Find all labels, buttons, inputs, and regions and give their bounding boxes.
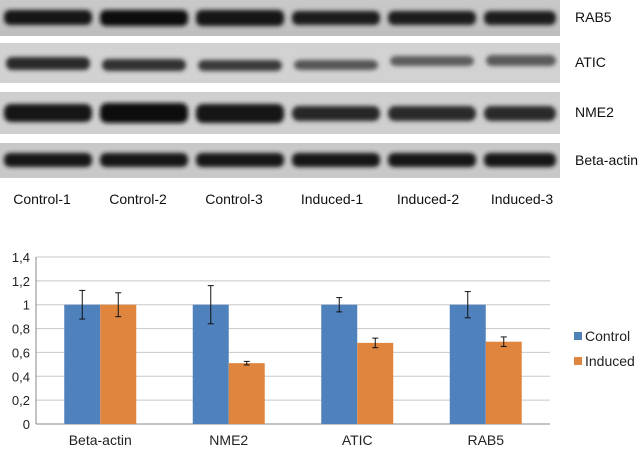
bar-control: [192, 304, 229, 424]
blot-label-beta-actin: Beta-actin: [575, 152, 639, 168]
lane-label-control-2: Control-2: [109, 191, 167, 207]
x-axis-ticks: Beta-actin NME2 ATIC RAB5: [69, 432, 505, 448]
bar-chart: 0 0,2 0,4 0,6 0,8 1 1,2 1,4 Beta-actin NME2 ATIC R…: [12, 250, 635, 448]
bar-control: [321, 304, 358, 424]
x-tick-label: ATIC: [342, 432, 373, 448]
lane-label-induced-2: Induced-2: [396, 191, 460, 207]
bar-induced: [100, 304, 137, 424]
y-tick-label: 0,8: [12, 322, 30, 337]
legend-label-control: Control: [585, 328, 630, 344]
legend-swatch-control: [574, 332, 582, 340]
bar-control: [64, 304, 101, 424]
blot-bands: [0, 0, 560, 178]
lane-label-control-3: Control-3: [205, 191, 263, 207]
western-blot-image: RAB5 ATIC NME2 Beta-actin Control-1 Cont…: [0, 0, 644, 215]
x-tick-label: Beta-actin: [69, 432, 132, 448]
y-tick-label: 1,4: [12, 250, 30, 265]
lane-label-induced-1: Induced-1: [300, 191, 364, 207]
chart-error-bars: [79, 285, 507, 366]
bar-induced: [357, 342, 394, 424]
y-tick-label: 0,4: [12, 369, 30, 384]
legend-swatch-induced: [574, 357, 582, 365]
y-axis-ticks: 0 0,2 0,4 0,6 0,8 1 1,2 1,4: [12, 250, 30, 432]
legend-label-induced: Induced: [585, 353, 635, 369]
y-tick-label: 1,2: [12, 274, 30, 289]
bar-induced: [485, 341, 522, 424]
y-tick-label: 0,6: [12, 345, 30, 360]
y-tick-label: 1: [23, 298, 30, 313]
lane-label-control-1: Control-1: [13, 191, 71, 207]
x-tick-label: NME2: [209, 432, 248, 448]
bar-control: [449, 304, 486, 424]
y-tick-label: 0,2: [12, 393, 30, 408]
blot-label-atic: ATIC: [575, 54, 606, 70]
chart-legend: Control Induced: [574, 328, 635, 369]
y-tick-label: 0: [23, 417, 30, 432]
x-tick-label: RAB5: [467, 432, 504, 448]
bar-induced: [228, 363, 265, 424]
blot-label-rab5: RAB5: [575, 9, 612, 25]
blot-label-nme2: NME2: [575, 104, 614, 120]
lane-label-induced-3: Induced-3: [490, 191, 554, 207]
chart-bars: [64, 304, 522, 424]
